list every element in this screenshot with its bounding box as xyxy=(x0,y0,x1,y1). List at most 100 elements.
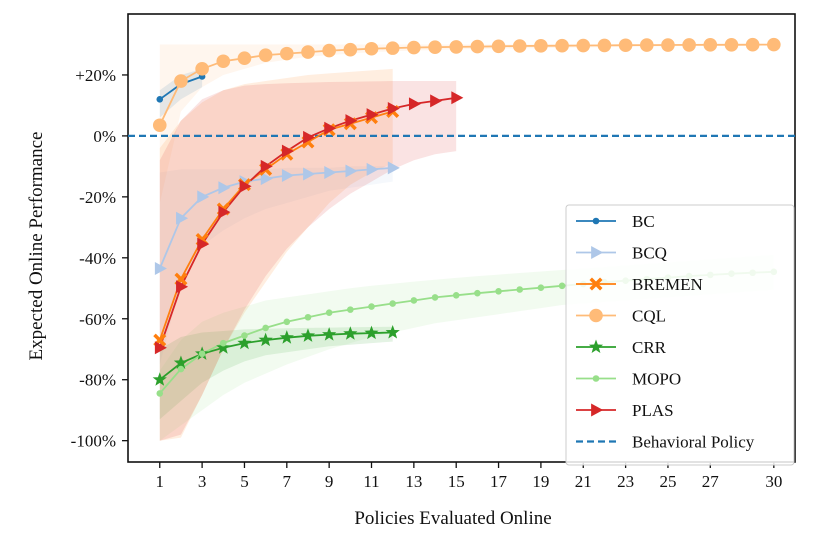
plas-point xyxy=(366,108,379,122)
plas-point xyxy=(239,179,252,193)
legend-label-behavioral-policy: Behavioral Policy xyxy=(632,433,755,452)
crr-point xyxy=(322,327,337,341)
mopo-point xyxy=(198,350,206,358)
cql-point xyxy=(301,45,315,59)
mopo-point xyxy=(537,284,545,291)
cql-point xyxy=(364,41,379,56)
bcq-point xyxy=(366,162,379,176)
legend-marker-mopo xyxy=(592,375,600,382)
mopo-point xyxy=(283,318,291,326)
plas-point xyxy=(176,280,189,294)
cql-point xyxy=(639,38,654,52)
y-tick-label: -20% xyxy=(79,188,116,207)
mopo-point xyxy=(262,324,269,332)
mopo-point xyxy=(325,309,333,316)
x-tick-label: 3 xyxy=(198,472,207,491)
mopo-point xyxy=(241,332,248,339)
cql-point xyxy=(534,39,548,53)
y-tick-label: -60% xyxy=(79,310,116,329)
bcq-point xyxy=(154,261,167,275)
plas-point xyxy=(197,237,210,251)
x-tick-label: 15 xyxy=(448,472,465,491)
x-tick-label: 7 xyxy=(283,472,292,491)
cql-point xyxy=(407,40,421,55)
x-tick-label: 30 xyxy=(765,472,782,491)
y-axis-label: Expected Online Performance xyxy=(26,132,47,361)
x-tick-label: 27 xyxy=(702,472,720,491)
legend: BC BCQ BREMEN CQL CRR MOPO PLAS Behavioral Poli… xyxy=(565,204,795,466)
cql-point xyxy=(174,74,188,88)
cql-point xyxy=(512,39,527,53)
bcq-point xyxy=(260,172,273,186)
bcq-point xyxy=(176,211,189,225)
cql-point xyxy=(322,43,336,58)
cql-point xyxy=(745,37,760,52)
mopo-point xyxy=(389,300,396,307)
y-tick-label: -100% xyxy=(71,432,116,451)
legend-marker-plas xyxy=(591,403,604,417)
bremen-confidence-band xyxy=(159,68,393,441)
plas-point xyxy=(408,97,422,111)
cql-point xyxy=(428,40,442,55)
crr-point xyxy=(279,330,294,344)
mopo-point xyxy=(219,339,227,347)
x-tick-label: 25 xyxy=(659,472,676,491)
cql-point xyxy=(703,38,718,52)
cql-point xyxy=(555,38,569,53)
crr-point xyxy=(364,325,379,340)
legend-label-bremen: BREMEN xyxy=(632,275,703,294)
legend-label-mopo: MOPO xyxy=(632,370,681,389)
cql-point xyxy=(767,37,781,52)
cql-point xyxy=(237,51,252,65)
plas-point xyxy=(345,114,358,128)
mopo-point xyxy=(452,291,460,299)
legend-marker-bc xyxy=(592,217,600,225)
bc-point xyxy=(156,96,164,103)
mopo-point xyxy=(516,286,524,293)
mopo-point xyxy=(304,313,312,321)
cql-point xyxy=(258,48,273,62)
crr-point xyxy=(300,328,316,342)
x-tick-label: 17 xyxy=(490,472,508,491)
x-tick-label: 1 xyxy=(156,472,165,491)
cql-point xyxy=(597,38,612,53)
legend-label-crr: CRR xyxy=(632,338,667,357)
cql-point xyxy=(682,38,696,52)
mopo-point xyxy=(368,303,375,310)
legend-label-cql: CQL xyxy=(632,307,666,326)
crr-point xyxy=(237,335,252,350)
cql-point xyxy=(216,54,231,69)
cql-point xyxy=(152,118,167,133)
cql-point xyxy=(576,38,591,53)
mopo-point xyxy=(347,306,354,313)
mopo-point xyxy=(431,294,439,301)
plas-point xyxy=(154,341,167,355)
plas-confidence-band xyxy=(159,81,457,441)
mopo-point xyxy=(495,288,502,295)
x-tick-label: 9 xyxy=(325,472,334,491)
crr-point xyxy=(385,325,400,339)
plas-point xyxy=(451,91,464,105)
plas-point xyxy=(281,144,294,158)
crr-point xyxy=(216,340,231,354)
cql-point xyxy=(343,42,358,57)
crr-point xyxy=(343,326,358,340)
legend-marker-bcq xyxy=(591,246,604,259)
x-tick-label: 19 xyxy=(532,472,549,491)
plas-point xyxy=(430,94,443,108)
legend-marker-bremen xyxy=(589,277,603,291)
legend-label-bc: BC xyxy=(632,212,655,231)
bcq-point xyxy=(218,181,231,195)
y-tick-label: -80% xyxy=(79,371,116,390)
plot-frame xyxy=(127,13,796,463)
legend-label-bcq: BCQ xyxy=(632,244,667,263)
cql-point xyxy=(618,38,633,53)
cql-point xyxy=(280,46,294,61)
crr-point xyxy=(173,355,189,369)
plas-point xyxy=(324,121,337,135)
cql-point xyxy=(724,37,739,52)
tick-labels: 1 3 5 7 9 11 13 15 17 19 21 23 25 27 30+20%0%-20%-40%-… xyxy=(71,66,783,491)
mopo-point xyxy=(177,365,185,373)
x-tick-label: 13 xyxy=(405,472,422,491)
